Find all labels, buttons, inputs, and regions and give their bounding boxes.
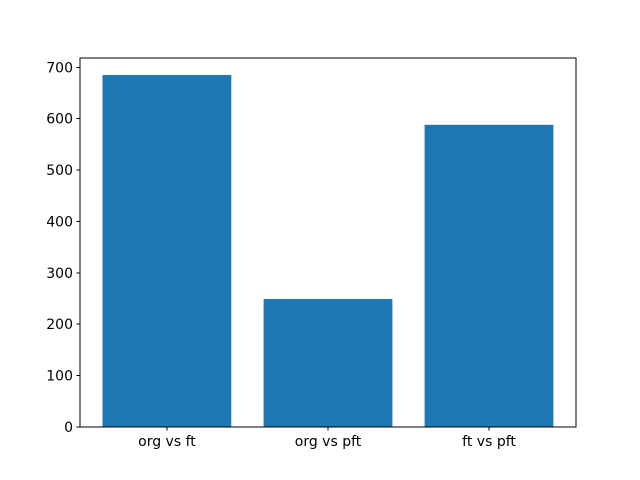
bar-org-vs-pft	[263, 299, 393, 427]
bar-ft-vs-pft	[424, 124, 554, 428]
y-tick-label: 500	[46, 163, 73, 179]
y-tick-label: 100	[46, 369, 73, 385]
y-tick-label: 400	[46, 214, 73, 230]
x-tick-label: ft vs pft	[462, 434, 516, 450]
x-tick-label: org vs pft	[295, 434, 362, 450]
axes-spines	[79, 57, 577, 428]
y-tick-label: 0	[64, 420, 73, 436]
y-tick-label: 200	[46, 317, 73, 333]
bar-org-vs-ft	[102, 75, 232, 427]
y-tick-label: 700	[46, 60, 73, 76]
y-tick-label: 600	[46, 112, 73, 128]
x-tick-label: org vs ft	[138, 434, 196, 450]
y-tick-label: 300	[46, 266, 73, 282]
